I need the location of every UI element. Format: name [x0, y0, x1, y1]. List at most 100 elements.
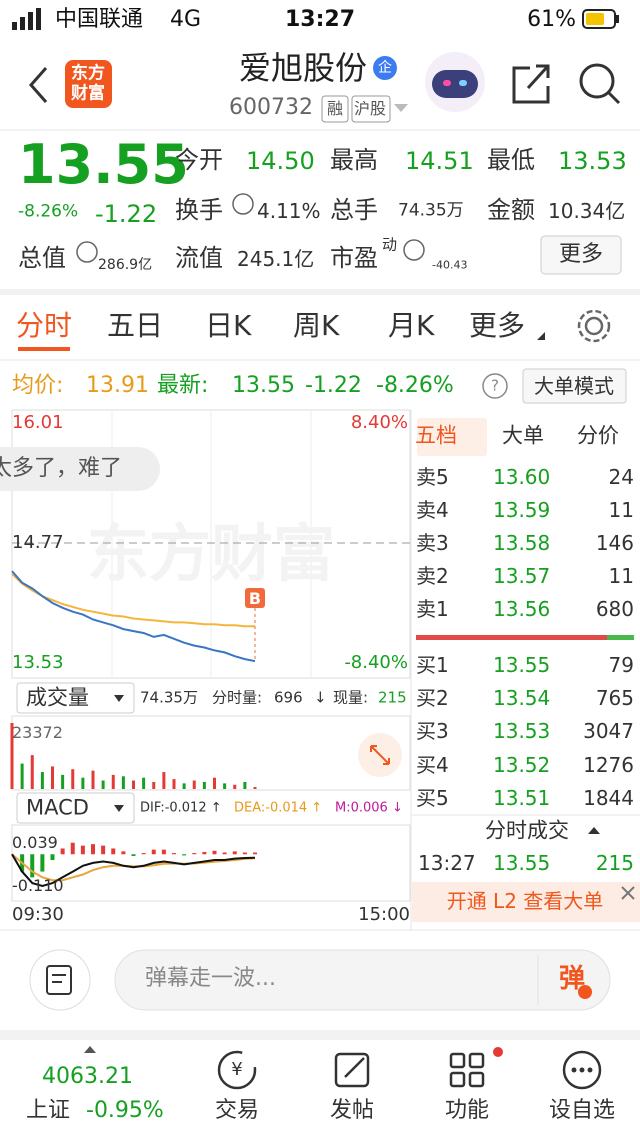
volume-bar — [192, 780, 196, 789]
field-label: 总手 — [330, 196, 378, 224]
post-icon[interactable] — [334, 1052, 370, 1088]
danmaku: 太多了，难了 — [0, 456, 123, 481]
tag-arrow[interactable] — [394, 104, 408, 112]
comment-input[interactable] — [114, 949, 611, 1011]
book-price: 13.55 — [493, 653, 551, 677]
chart-tab[interactable]: 更多 — [469, 309, 526, 342]
volume-total: 74.35万 — [140, 688, 198, 707]
send-button[interactable]: 弹 — [558, 964, 586, 994]
tag-box — [351, 95, 391, 123]
volume-bar — [61, 774, 65, 789]
danmaku-bubble — [0, 447, 160, 491]
book-tab[interactable]: 五档 — [415, 423, 457, 448]
volume-bar — [51, 766, 54, 789]
network: 4G — [170, 7, 202, 32]
chart-tab[interactable]: 日K — [205, 309, 252, 342]
macd-bar — [91, 844, 95, 855]
volume-bar — [81, 777, 85, 789]
change: -1.22 — [95, 200, 158, 228]
book-volume: 11 — [608, 498, 634, 522]
macd-bar — [60, 848, 65, 855]
expand-button[interactable] — [358, 733, 402, 777]
field-label: 流值 — [175, 244, 223, 272]
book-tab[interactable]: 分价 — [577, 423, 619, 448]
tab-underline — [18, 347, 70, 351]
comment-settings[interactable] — [29, 949, 91, 1011]
macd-bar — [232, 851, 237, 855]
l2-banner[interactable] — [412, 882, 640, 922]
chart-tab[interactable]: 周K — [293, 309, 340, 342]
current-value: 215 — [378, 688, 407, 707]
marker-box — [245, 588, 265, 608]
avatar[interactable] — [425, 52, 485, 112]
macd-bar — [172, 853, 176, 855]
chart-tab[interactable]: 分时 — [16, 309, 73, 342]
selector-box[interactable] — [16, 682, 135, 714]
watchlist-icon[interactable] — [562, 1050, 602, 1090]
logo-box[interactable] — [65, 60, 112, 108]
battery-level: 61% — [527, 7, 576, 32]
avg-label: 均价: — [12, 373, 64, 398]
info-icons[interactable] — [76, 193, 425, 263]
divider-band — [0, 289, 640, 295]
volume-bar — [30, 755, 34, 789]
selector[interactable]: MACD — [26, 795, 89, 820]
selector-box[interactable] — [16, 792, 135, 824]
share-button[interactable] — [512, 64, 550, 104]
field-value: -40.43 — [432, 258, 468, 272]
macd-bar — [212, 850, 217, 855]
book-tab[interactable]: 大单 — [502, 423, 544, 448]
book-price: 13.54 — [493, 686, 551, 710]
index-arrow[interactable] — [84, 1046, 96, 1053]
volume-bar — [243, 781, 247, 789]
close-button[interactable] — [621, 886, 635, 900]
stock-name: 爱旭股份 — [238, 49, 368, 87]
search-button[interactable] — [579, 63, 621, 105]
nav-tab[interactable]: 交易 — [214, 1098, 260, 1123]
field-label: 金额 — [487, 196, 535, 224]
book-price: 13.57 — [493, 564, 551, 588]
field-label: 最低 — [487, 146, 535, 174]
book-price: 13.51 — [493, 786, 551, 810]
selector[interactable]: 成交量 — [26, 685, 89, 710]
selector-arrow[interactable] — [114, 805, 124, 812]
chart-tab[interactable]: 月K — [388, 309, 435, 342]
help-button[interactable] — [482, 373, 508, 399]
book-volume: 146 — [595, 531, 634, 555]
field-label: 今开 — [175, 146, 223, 174]
chart-tab[interactable]: 五日 — [107, 309, 164, 342]
function-icon[interactable] — [449, 1052, 485, 1088]
more-button[interactable]: 更多 — [558, 242, 604, 267]
mode-button[interactable]: 大单模式 — [534, 374, 614, 398]
badge-circle — [373, 56, 397, 80]
volume-bar — [152, 781, 156, 789]
trades-arrow[interactable] — [588, 827, 600, 834]
tab-more-arrow[interactable] — [537, 332, 545, 340]
macd-bar — [40, 854, 45, 872]
index-name: 上证 — [26, 1098, 71, 1123]
nav-tab[interactable]: 发帖 — [329, 1098, 375, 1123]
comment-placeholder: 弹幕走一波... — [145, 966, 276, 991]
trade-icon[interactable] — [217, 1050, 257, 1090]
volume-bar — [213, 777, 216, 789]
back-button[interactable] — [28, 67, 48, 103]
nav-tab[interactable]: 设自选 — [548, 1098, 616, 1123]
y-tick-label: 16.01 — [12, 412, 64, 433]
book-volume: 1276 — [583, 753, 634, 777]
signal-icon — [12, 8, 41, 30]
more-button[interactable] — [540, 235, 622, 275]
l2-banner[interactable]: 开通 L2 查看大单 — [446, 889, 604, 913]
volume-bar — [172, 779, 176, 789]
macd-bar — [101, 845, 106, 855]
nav-tab[interactable]: 功能 — [444, 1098, 490, 1123]
book-price: 13.52 — [493, 753, 551, 777]
ask-bid-bar — [416, 635, 607, 640]
book-label: 买1 — [416, 653, 449, 677]
stock-code: 600732 — [229, 95, 313, 120]
book-volume: 11 — [608, 564, 634, 588]
mode-button[interactable] — [522, 368, 627, 404]
book-price: 13.53 — [493, 719, 551, 743]
selector-arrow[interactable] — [114, 695, 124, 702]
volume-bar — [20, 763, 24, 789]
settings-button[interactable] — [577, 309, 611, 343]
